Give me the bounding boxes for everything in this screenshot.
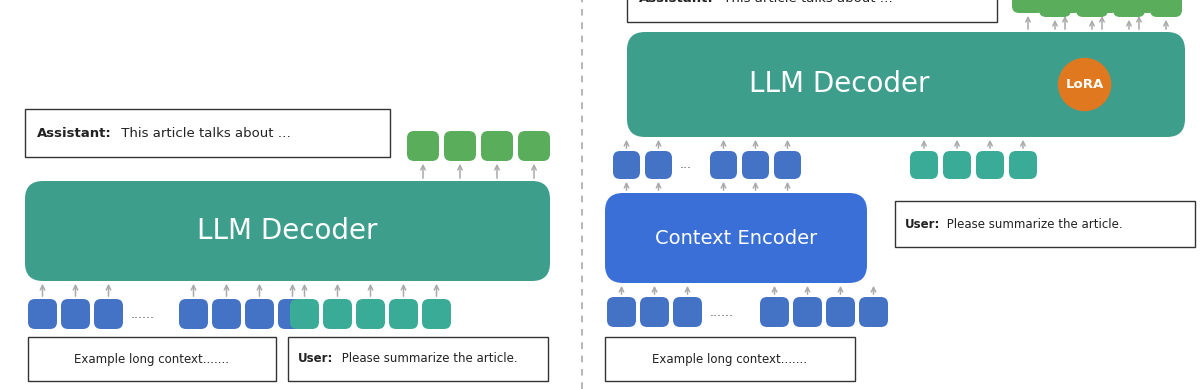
FancyBboxPatch shape	[407, 131, 439, 161]
Bar	[25, 109, 390, 157]
FancyBboxPatch shape	[356, 299, 385, 329]
FancyBboxPatch shape	[389, 299, 418, 329]
FancyBboxPatch shape	[444, 131, 476, 161]
FancyBboxPatch shape	[976, 151, 1004, 179]
Text: User:: User:	[905, 217, 941, 231]
FancyBboxPatch shape	[605, 193, 866, 283]
FancyBboxPatch shape	[1123, 0, 1154, 13]
FancyBboxPatch shape	[245, 299, 274, 329]
FancyBboxPatch shape	[1012, 0, 1044, 13]
Text: User:: User:	[298, 352, 334, 366]
FancyBboxPatch shape	[179, 299, 208, 329]
Circle shape	[1058, 58, 1110, 110]
Text: LLM Decoder: LLM Decoder	[749, 70, 929, 98]
FancyBboxPatch shape	[422, 299, 451, 329]
FancyBboxPatch shape	[607, 297, 636, 327]
FancyBboxPatch shape	[613, 151, 640, 179]
Text: Context Encoder: Context Encoder	[655, 228, 817, 247]
Text: Example long context.......: Example long context.......	[74, 352, 229, 366]
FancyBboxPatch shape	[640, 297, 670, 327]
FancyBboxPatch shape	[646, 151, 672, 179]
FancyBboxPatch shape	[710, 151, 737, 179]
Text: ......: ......	[710, 305, 734, 319]
FancyBboxPatch shape	[910, 151, 938, 179]
FancyBboxPatch shape	[1086, 0, 1118, 13]
FancyBboxPatch shape	[25, 181, 550, 281]
FancyBboxPatch shape	[290, 299, 319, 329]
Text: Please summarize the article.: Please summarize the article.	[338, 352, 517, 366]
FancyBboxPatch shape	[943, 151, 971, 179]
Bar	[288, 337, 548, 381]
Bar	[895, 201, 1195, 247]
Text: Please summarize the article.: Please summarize the article.	[943, 217, 1123, 231]
Bar	[628, 0, 997, 22]
Text: This article talks about …: This article talks about …	[719, 0, 893, 5]
Text: LLM Decoder: LLM Decoder	[197, 217, 378, 245]
Text: Assistant:: Assistant:	[640, 0, 714, 5]
Text: Example long context.......: Example long context.......	[653, 352, 808, 366]
FancyBboxPatch shape	[1114, 0, 1145, 17]
FancyBboxPatch shape	[774, 151, 802, 179]
Text: ...: ...	[680, 158, 692, 172]
FancyBboxPatch shape	[859, 297, 888, 327]
FancyBboxPatch shape	[1150, 0, 1182, 17]
FancyBboxPatch shape	[278, 299, 307, 329]
Text: LoRA: LoRA	[1066, 78, 1104, 91]
FancyBboxPatch shape	[323, 299, 352, 329]
Text: Assistant:: Assistant:	[37, 126, 112, 140]
FancyBboxPatch shape	[1039, 0, 1072, 17]
FancyBboxPatch shape	[760, 297, 790, 327]
FancyBboxPatch shape	[28, 299, 58, 329]
FancyBboxPatch shape	[742, 151, 769, 179]
FancyBboxPatch shape	[826, 297, 854, 327]
Text: This article talks about …: This article talks about …	[118, 126, 290, 140]
FancyBboxPatch shape	[793, 297, 822, 327]
FancyBboxPatch shape	[628, 32, 1186, 137]
Text: ......: ......	[131, 307, 155, 321]
Bar	[605, 337, 856, 381]
FancyBboxPatch shape	[61, 299, 90, 329]
FancyBboxPatch shape	[1076, 0, 1108, 17]
FancyBboxPatch shape	[518, 131, 550, 161]
FancyBboxPatch shape	[1009, 151, 1037, 179]
FancyBboxPatch shape	[94, 299, 124, 329]
FancyBboxPatch shape	[673, 297, 702, 327]
FancyBboxPatch shape	[1049, 0, 1081, 13]
FancyBboxPatch shape	[212, 299, 241, 329]
Bar	[28, 337, 276, 381]
FancyBboxPatch shape	[481, 131, 514, 161]
